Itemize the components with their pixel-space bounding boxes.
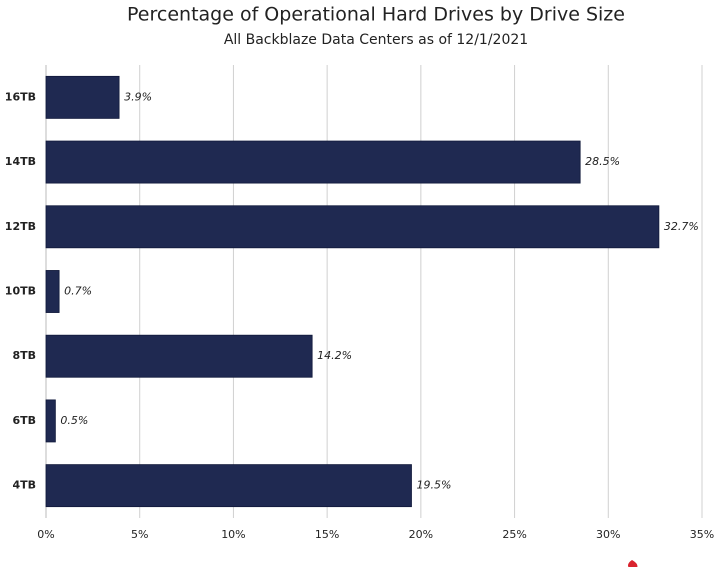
bar [45, 140, 581, 184]
y-tick-label: 14TB [5, 155, 36, 168]
bar [45, 75, 120, 119]
value-label: 0.7% [64, 285, 92, 298]
x-tick-label: 10% [221, 528, 245, 541]
x-tick-label: 5% [131, 528, 148, 541]
x-tick-label: 0% [37, 528, 54, 541]
y-tick-label: 4TB [12, 479, 36, 492]
x-tick-label: 20% [409, 528, 433, 541]
y-tick-label: 8TB [12, 349, 36, 362]
bar [45, 270, 60, 313]
x-tick-label: 25% [502, 528, 526, 541]
logo-mark [628, 560, 638, 567]
x-tick-label: 35% [690, 528, 714, 541]
value-label: 0.5% [60, 414, 88, 427]
y-tick-label: 16TB [5, 90, 36, 103]
value-label: 3.9% [124, 90, 152, 103]
value-label: 19.5% [416, 479, 451, 492]
bar [45, 334, 313, 378]
value-label: 28.5% [585, 155, 620, 168]
chart-title: Percentage of Operational Hard Drives by… [127, 4, 625, 26]
bar [45, 399, 56, 443]
value-label: 32.7% [664, 220, 699, 233]
bar [45, 205, 660, 249]
y-tick-label: 12TB [5, 220, 36, 233]
x-tick-label: 15% [315, 528, 339, 541]
value-label: 14.2% [317, 349, 352, 362]
y-tick-label: 10TB [5, 285, 36, 298]
chart-subtitle: All Backblaze Data Centers as of 12/1/20… [224, 32, 528, 48]
bar [45, 464, 412, 508]
x-tick-label: 30% [596, 528, 620, 541]
y-tick-label: 6TB [12, 414, 36, 427]
